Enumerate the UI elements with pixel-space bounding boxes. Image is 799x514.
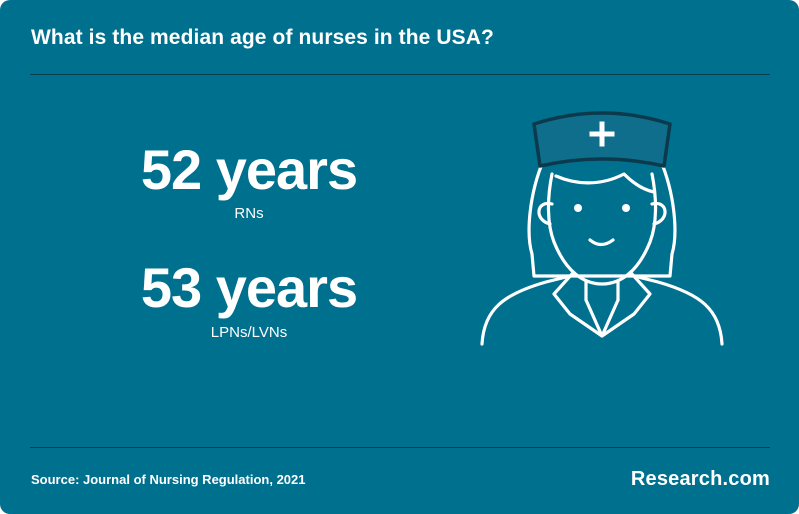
stat-rn-label: RNs xyxy=(234,205,264,222)
stat-rn-value: 52 years xyxy=(140,138,358,201)
nurse-icon xyxy=(480,111,724,346)
right-eye xyxy=(622,204,630,212)
smile xyxy=(588,238,615,247)
hair-outline xyxy=(527,157,677,278)
page-title: What is the median age of nurses in the … xyxy=(31,26,494,49)
stat-lpn: 53 years LPNs/LVNs xyxy=(109,256,389,342)
bangs xyxy=(554,172,656,194)
left-ear xyxy=(537,201,554,226)
bottom-divider xyxy=(30,447,770,448)
collar xyxy=(552,272,652,338)
right-ear xyxy=(650,201,667,226)
stat-rn: 52 years RNs xyxy=(109,138,389,223)
cross-icon xyxy=(589,121,615,147)
face-outline xyxy=(546,172,658,286)
brand-logo[interactable]: Research.com xyxy=(630,468,770,490)
body-outline xyxy=(480,274,724,346)
stat-lpn-value: 53 years xyxy=(140,256,358,319)
source-citation: Source: Journal of Nursing Regulation, 2… xyxy=(31,472,306,487)
left-eye xyxy=(574,204,582,212)
top-divider xyxy=(30,74,770,75)
stat-lpn-label: LPNs/LVNs xyxy=(210,324,288,341)
